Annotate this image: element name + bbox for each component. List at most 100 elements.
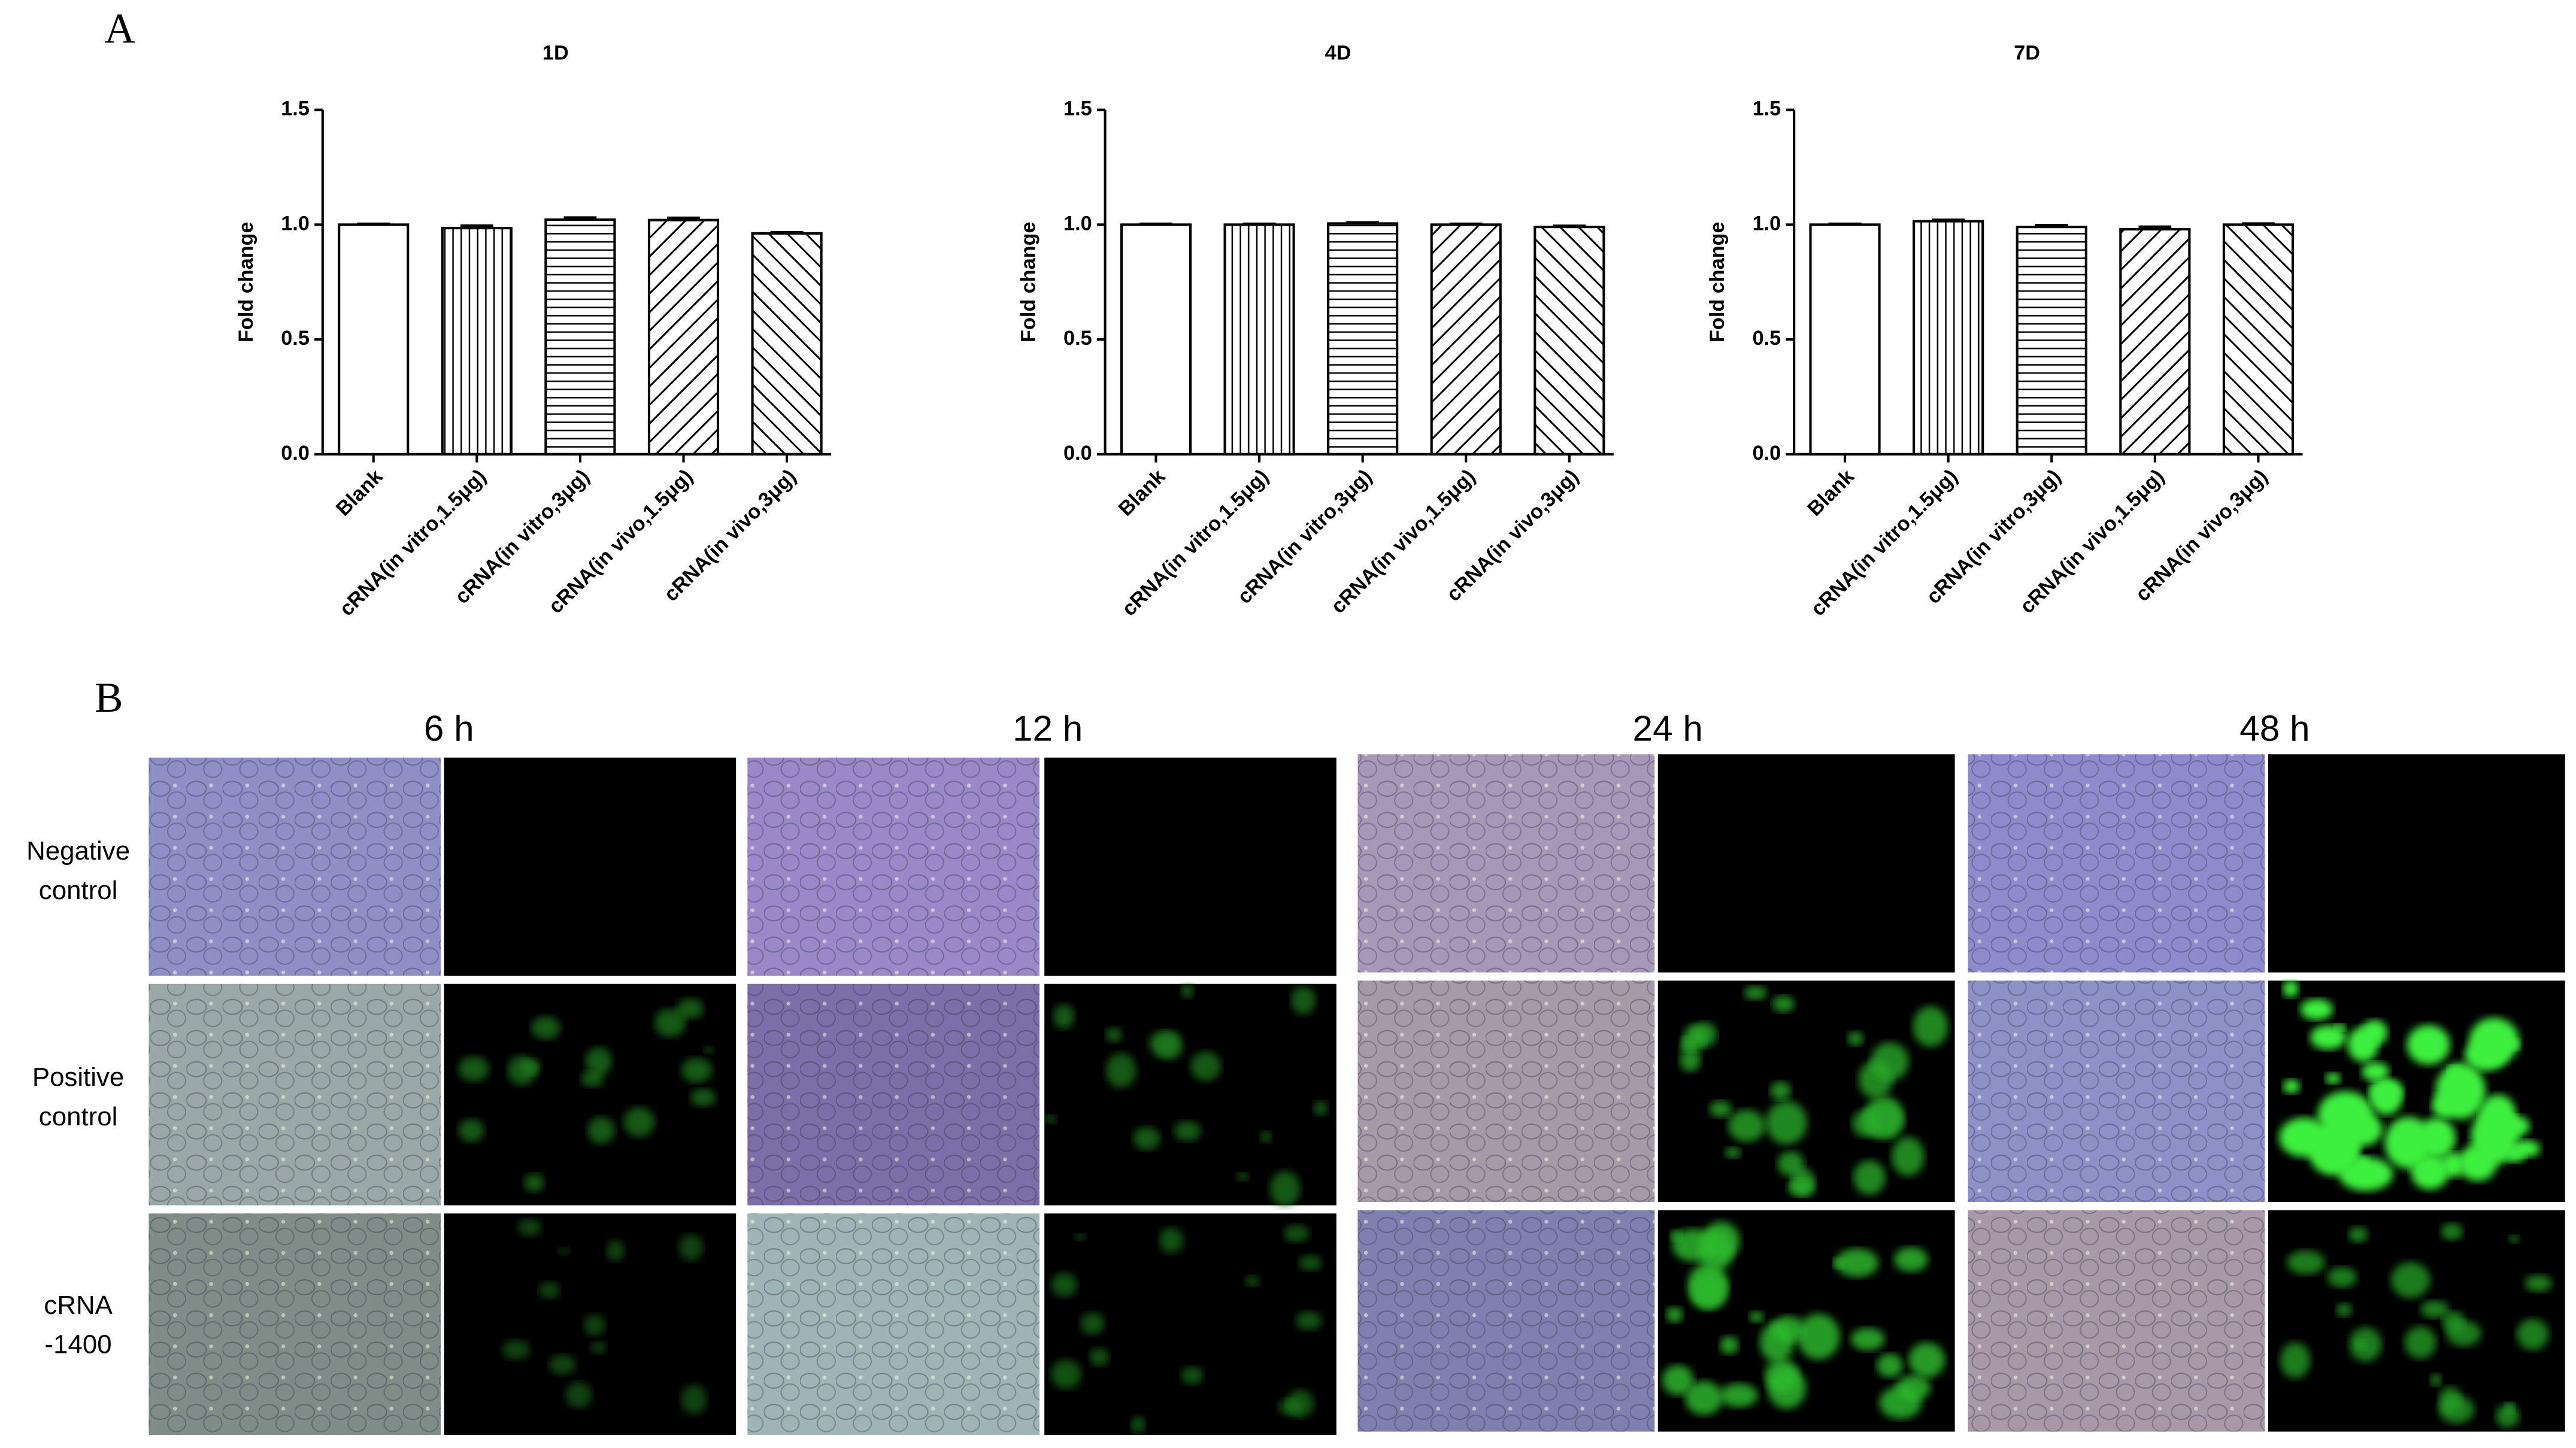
gfp-cell [2283, 980, 2299, 998]
gfp-cell [2347, 1027, 2379, 1062]
y-tick-label: 0.5 [1753, 327, 1781, 350]
error-bar [667, 216, 700, 220]
gfp-cell [1174, 1121, 1201, 1142]
fluorescence-image [1657, 754, 1955, 973]
gfp-cell [1159, 1227, 1184, 1253]
gfp-cell [517, 1218, 542, 1237]
y-tick-label: 0.0 [1753, 442, 1781, 465]
gfp-cell [1051, 1359, 1081, 1389]
error-bar [1932, 218, 1965, 222]
chart-title: 7D [2014, 41, 2040, 64]
y-tick-label: 0.0 [281, 442, 310, 465]
gfp-cell [2310, 1025, 2347, 1050]
gfp-cell [1833, 1258, 1845, 1269]
gfp-cell [2418, 1118, 2456, 1158]
gfp-cell [1089, 1348, 1110, 1366]
row-label: control [39, 1102, 118, 1131]
chart-title: 4D [1325, 41, 1351, 64]
gfp-cell [583, 1314, 605, 1336]
gfp-cell [2517, 1319, 2549, 1350]
error-bar [1553, 224, 1586, 228]
gfp-cell [1181, 983, 1194, 998]
cell-texture [149, 1213, 441, 1435]
gfp-cell [681, 1385, 707, 1414]
y-tick-label: 1.0 [1063, 212, 1092, 235]
gfp-cell [2391, 1262, 2430, 1298]
gfp-cell [1720, 1383, 1758, 1407]
chart-title: 1D [543, 41, 569, 64]
gfp-cell [1190, 1051, 1221, 1081]
gfp-cell [690, 1088, 716, 1107]
gfp-cell [623, 1107, 655, 1137]
gfp-cell [1662, 1365, 1694, 1395]
cell-texture [1357, 980, 1655, 1203]
micrographs: 6 h 12 h 24 h 48 h Negative control Positive co… [26, 708, 2565, 1435]
gfp-cell [2465, 1039, 2507, 1071]
y-tick-label: 1.5 [1753, 98, 1781, 120]
gfp-cell [2280, 1342, 2311, 1379]
y-axis-label: Fold change [1017, 221, 1040, 342]
gfp-cell [1181, 1367, 1204, 1385]
cell-texture [1357, 1210, 1655, 1432]
y-tick-label: 1.0 [1753, 212, 1781, 235]
fluorescence-image [444, 983, 737, 1206]
gfp-cell [2504, 1402, 2515, 1413]
gfp-cell [1131, 1416, 1145, 1434]
gfp-cell [2430, 1373, 2442, 1386]
gfp-cell [539, 1282, 560, 1299]
gfp-cell [704, 1046, 714, 1054]
bar [2119, 227, 2191, 456]
y-axis-label: Fold change [235, 221, 257, 342]
y-tick-label: 1.5 [281, 98, 310, 120]
time-label: 12 h [1013, 708, 1083, 749]
gfp-cell [2404, 1326, 2436, 1359]
gfp-cell [1865, 1096, 1904, 1136]
gfp-cell [1877, 1353, 1903, 1377]
gfp-cell [1053, 1004, 1075, 1029]
gfp-cell [1720, 1336, 1739, 1355]
gfp-cell [677, 998, 704, 1019]
bar [2016, 226, 2087, 456]
gfp-cell [1685, 1381, 1723, 1415]
gfp-cell [1853, 1160, 1886, 1195]
gfp-cell [558, 1247, 570, 1255]
gfp-cell [1871, 1042, 1909, 1081]
y-tick-label: 1.5 [1063, 98, 1092, 120]
gfp-cell [1850, 1328, 1885, 1350]
gfp-cell [2407, 1025, 2450, 1065]
gfp-cell [590, 1341, 607, 1354]
gfp-cell [1051, 1273, 1077, 1297]
row-label: control [39, 876, 118, 905]
panel-label: B [95, 675, 123, 721]
gfp-cell [2439, 1386, 2462, 1413]
gfp-cell [1148, 1031, 1179, 1057]
bar [1809, 223, 1881, 456]
row-label: -1400 [45, 1330, 112, 1359]
gfp-cell [1691, 1271, 1728, 1309]
x-tick-label: Blank [1114, 465, 1170, 520]
time-label: 48 h [2239, 708, 2310, 749]
y-tick-label: 0.5 [281, 327, 310, 350]
fluorescence-image [2268, 754, 2565, 973]
gfp-cell [1105, 1027, 1122, 1043]
gfp-cell [1797, 1313, 1840, 1360]
bar [544, 218, 616, 456]
fluorescence-image [1044, 983, 1337, 1206]
fluorescence-image [1044, 757, 1337, 976]
gfp-cell [681, 1058, 713, 1083]
gfp-cell [581, 1070, 604, 1088]
cell-texture [747, 983, 1040, 1206]
gfp-cell [2447, 1065, 2462, 1078]
gfp-cell [1313, 1101, 1328, 1116]
gfp-cell [2508, 1235, 2520, 1243]
gfp-cell [585, 1047, 613, 1076]
gfp-cell [2300, 998, 2333, 1020]
gfp-cell [1680, 1048, 1701, 1072]
gfp-cell [2505, 1039, 2520, 1051]
gfp-cell [502, 1340, 531, 1359]
row-label: cRNA [44, 1291, 113, 1320]
